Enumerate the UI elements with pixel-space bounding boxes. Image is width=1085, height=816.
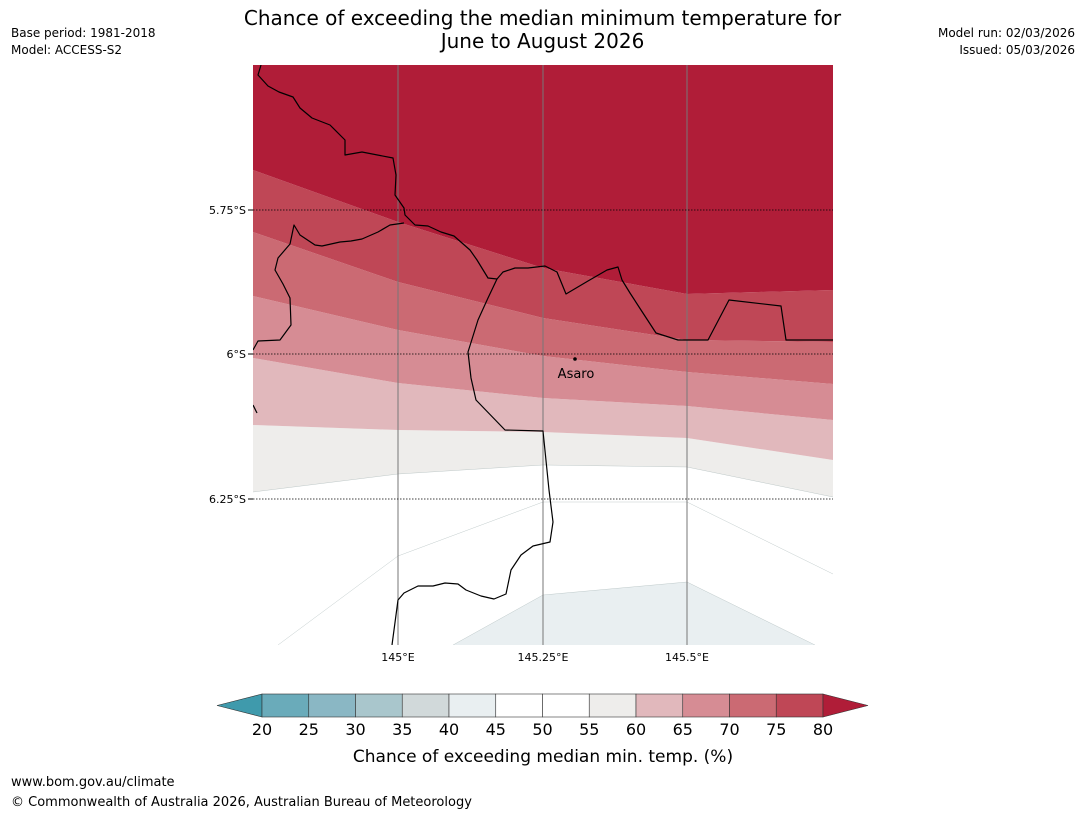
colorbar-tick-65: 65	[673, 720, 693, 739]
base-period: Base period: 1981-2018	[11, 26, 156, 40]
colorbar-cell-25-30	[308, 693, 356, 718]
lon-label-145-5e: 145.5°E	[665, 651, 709, 664]
lon-label-145e: 145°E	[381, 651, 414, 664]
colorbar-cell-60-65	[635, 693, 684, 718]
colorbar-cell-70-75	[729, 693, 777, 718]
colorbar-cell-55-60	[588, 693, 637, 718]
title-line-2: June to August 2026	[440, 29, 645, 53]
lat-label-5-75s: 5.75°S	[209, 204, 246, 217]
axis-ticks: 5.75°S 6°S 6.25°S 145°E 145.25°E 145.5°E	[209, 204, 709, 664]
asaro-marker[interactable]	[573, 357, 577, 361]
colorbar-tick-30: 30	[345, 720, 365, 739]
lat-label-6s: 6°S	[227, 348, 246, 361]
colorbar-label: Chance of exceeding median min. temp. (%…	[353, 747, 733, 767]
colorbar-cell-65-70	[682, 693, 730, 718]
parallels	[253, 209, 833, 500]
footer-copyright: © Commonwealth of Australia 2026, Austra…	[11, 795, 472, 810]
model-name: Model: ACCESS-S2	[11, 43, 123, 57]
colorbar-tick-60: 60	[626, 720, 646, 739]
colorbar-cell-40-45	[448, 693, 497, 718]
colorbar-tick-55: 55	[579, 720, 599, 739]
colorbar-tick-40: 40	[439, 720, 459, 739]
asaro-label: Asaro	[558, 367, 595, 382]
probability-map[interactable]: Asaro	[253, 65, 833, 645]
colorbar-tick-45: 45	[486, 720, 506, 739]
header-meta-right: Model run: 02/03/2026 Issued: 05/03/2026	[938, 25, 1075, 59]
colorbar-cell-35-40	[401, 693, 450, 718]
colorbar-tick-25: 25	[299, 720, 319, 739]
lon-label-145-25e: 145.25°E	[518, 651, 569, 664]
colorbar-tick-35: 35	[392, 720, 412, 739]
issued-date: Issued: 05/03/2026	[959, 43, 1075, 57]
title-line-1: Chance of exceeding the median minimum t…	[243, 6, 842, 30]
lat-label-6-25s: 6.25°S	[209, 493, 246, 506]
colorbar-tick-50: 50	[532, 720, 552, 739]
colorbar-cell-20-25	[261, 693, 310, 718]
colorbar-extend-low	[216, 693, 263, 718]
lat-tick-marks	[248, 209, 253, 500]
colorbar-cell-75-80	[775, 693, 824, 718]
band-70-75	[253, 232, 833, 384]
colorbar-cell-50-55	[542, 693, 590, 718]
meridians	[397, 65, 688, 645]
band-75-80	[253, 170, 833, 342]
map-title: Chance of exceeding the median minimum t…	[140, 7, 945, 53]
colorbar-tick-20: 20	[252, 720, 272, 739]
footer-url: www.bom.gov.au/climate	[11, 775, 175, 790]
colorbar-cell-45-50	[495, 693, 543, 718]
model-run: Model run: 02/03/2026	[937, 26, 1075, 40]
colorbar-tick-75: 75	[766, 720, 786, 739]
colorbar-cell-30-35	[355, 693, 403, 718]
colorbar: 20 25 30 35 40 45 50 55 60 65 70 75 80 Chance of exc…	[216, 693, 869, 767]
colorbar-extend-high	[822, 693, 869, 718]
province-boundaries	[253, 65, 833, 645]
colorbar-tick-70: 70	[719, 720, 739, 739]
header-meta-left: Base period: 1981-2018 Model: ACCESS-S2	[11, 25, 156, 59]
colorbar-tick-80: 80	[813, 720, 833, 739]
